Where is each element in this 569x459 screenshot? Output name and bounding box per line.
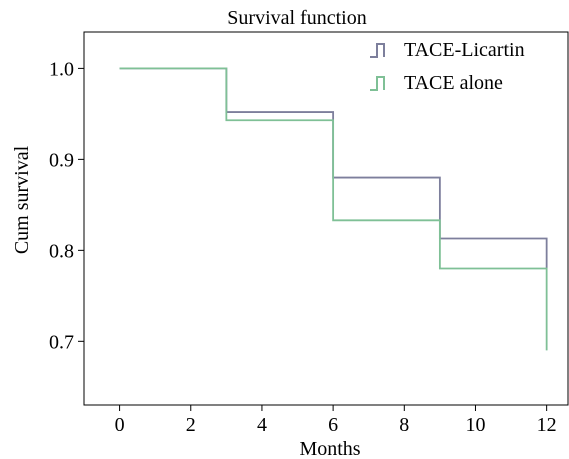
- legend-label: TACE-Licartin: [404, 39, 525, 61]
- x-tick-label: 6: [328, 414, 338, 436]
- x-tick-label: 8: [399, 414, 409, 436]
- chart-title: Survival function: [227, 7, 366, 29]
- y-tick-label: 0.8: [49, 240, 74, 262]
- x-axis-ticks: 0 2 4 6 8 10 12: [115, 405, 557, 436]
- series-layer: [119, 67, 548, 351]
- legend-swatch: [370, 43, 385, 58]
- x-axis-label: Months: [299, 438, 360, 459]
- x-tick-label: 0: [115, 414, 125, 436]
- y-tick-label: 0.9: [49, 149, 74, 171]
- y-axis-label: Cum survival: [11, 145, 33, 254]
- legend-label: TACE alone: [404, 72, 503, 94]
- y-tick-label: 1.0: [49, 58, 74, 80]
- x-tick-label: 12: [537, 414, 557, 436]
- x-tick-label: 4: [257, 414, 267, 436]
- y-axis-ticks: 0.7 0.8 0.9 1.0: [49, 58, 84, 353]
- plot-frame: [83, 31, 569, 406]
- series-line-2: [119, 67, 548, 351]
- legend-swatch: [370, 76, 385, 91]
- x-tick-label: 10: [465, 414, 485, 436]
- y-tick-label: 0.7: [49, 331, 74, 353]
- x-tick-label: 2: [186, 414, 196, 436]
- legend: TACE-Licartin TACE alone: [370, 39, 525, 94]
